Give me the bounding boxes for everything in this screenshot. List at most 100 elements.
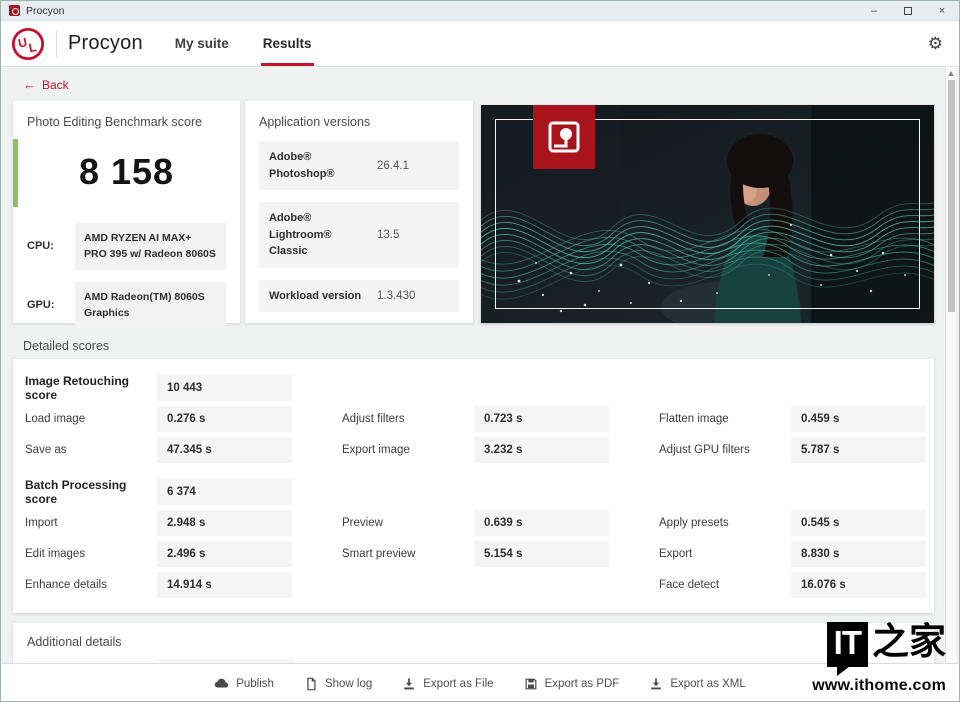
score-value: 0.639 s xyxy=(474,510,609,536)
detailed-scores-title: Detailed scores xyxy=(23,339,110,353)
download-icon xyxy=(651,677,662,689)
procyon-logo-icon xyxy=(548,121,580,153)
score-row-empty xyxy=(342,479,609,505)
gpu-value: AMD Radeon(TM) 8060S Graphics xyxy=(75,281,226,329)
back-arrow-icon: ← xyxy=(23,77,36,92)
cpu-spec-row: CPU: AMD RYZEN AI MAX+ PRO 395 w/ Radeon… xyxy=(27,223,226,270)
application-versions-card: Application versions Adobe® Photoshop® 2… xyxy=(245,101,473,323)
export-pdf-button[interactable]: Export as PDF xyxy=(524,677,620,691)
score-row: Save as 47.345 s xyxy=(25,437,292,463)
score-row: Batch Processing score 6 374 xyxy=(25,478,292,506)
score-row: Image Retouching score 10 443 xyxy=(25,374,292,402)
export-xml-button[interactable]: Export as XML xyxy=(649,677,746,691)
score-row: Face detect 16.076 s xyxy=(659,572,926,598)
tab-my-suite[interactable]: My suite xyxy=(174,36,229,51)
score-label: Adjust GPU filters xyxy=(659,444,750,456)
maximize-icon xyxy=(904,6,912,15)
scrollbar-up-arrow-icon[interactable] xyxy=(948,71,954,76)
score-row: Smart preview 5.154 s xyxy=(342,541,609,567)
score-label: Face detect xyxy=(659,579,720,591)
score-row: Edit images 2.496 s xyxy=(25,541,292,567)
score-value: 14.914 s xyxy=(157,572,292,598)
ithome-logo: IT xyxy=(826,622,868,676)
scores-column-3: Flatten image 0.459 s Adjust GPU filters 5… xyxy=(659,375,926,603)
procyon-app-icon xyxy=(9,5,20,16)
scores-column-1: Image Retouching score 10 443 Load image 0… xyxy=(25,374,292,603)
button-label: Export as PDF xyxy=(544,677,620,690)
ithome-url: www.ithome.com xyxy=(812,677,946,694)
score-label: Preview xyxy=(342,517,383,529)
button-label: Show log xyxy=(324,677,373,690)
score-label: Export image xyxy=(342,444,410,456)
cpu-label: CPU: xyxy=(27,240,54,253)
score-accent-bar xyxy=(13,139,18,207)
tab-results[interactable]: Results xyxy=(260,21,314,66)
download-icon xyxy=(404,677,415,689)
show-log-button[interactable]: Show log xyxy=(304,677,372,691)
version-row-workload: Workload version 1.3.430 xyxy=(259,279,459,312)
score-value: 5.787 s xyxy=(791,437,926,463)
score-value: 5.154 s xyxy=(474,541,609,567)
score-row-empty xyxy=(342,572,609,598)
additional-details-card: Additional details xyxy=(13,623,934,663)
ithome-cjk-text: 之家 xyxy=(872,620,946,663)
publish-button[interactable]: Publish xyxy=(214,676,274,691)
score-row: Adjust filters 0.723 s xyxy=(342,406,609,432)
back-button[interactable]: ← Back xyxy=(23,77,69,92)
version-row-lightroom: Adobe® Lightroom® Classic 13.5 xyxy=(259,202,459,268)
score-label: Edit images xyxy=(25,548,86,560)
score-row: Adjust GPU filters 5.787 s xyxy=(659,437,926,463)
benchmark-score-card: Photo Editing Benchmark score 8 158 CPU:… xyxy=(13,101,240,329)
back-label: Back xyxy=(42,78,69,92)
score-value: 6 374 xyxy=(157,479,292,505)
footer-toolbar: Publish Show log Export as File Export a… xyxy=(1,663,959,701)
score-row-empty xyxy=(659,375,926,401)
export-file-button[interactable]: Export as File xyxy=(402,677,494,691)
scrollbar-thumb[interactable] xyxy=(948,80,955,312)
score-row: Apply presets 0.545 s xyxy=(659,510,926,536)
score-label: Smart preview xyxy=(342,548,416,560)
button-label: Publish xyxy=(236,677,274,690)
gpu-spec-row: GPU: AMD Radeon(TM) 8060S Graphics xyxy=(27,281,226,329)
ul-logo-icon: U L xyxy=(11,27,45,60)
score-value: 3.232 s xyxy=(474,437,609,463)
score-row-empty xyxy=(342,375,609,401)
scores-column-2: Adjust filters 0.723 s Export image 3.232 … xyxy=(342,375,609,603)
button-label: Export as File xyxy=(423,677,494,690)
brand-title: Procyon xyxy=(68,32,143,54)
procyon-badge xyxy=(533,105,595,169)
button-label: Export as XML xyxy=(670,677,746,690)
versions-card-title: Application versions xyxy=(259,115,371,129)
vertical-scrollbar[interactable] xyxy=(945,67,956,663)
score-value: 0.276 s xyxy=(157,406,292,432)
score-label: Adjust filters xyxy=(342,413,405,425)
score-label: Export xyxy=(659,548,693,560)
score-row: Preview 0.639 s xyxy=(342,510,609,536)
score-value: 10 443 xyxy=(157,375,292,401)
minimize-button[interactable]: – xyxy=(870,4,878,17)
score-card-title: Photo Editing Benchmark score xyxy=(27,115,203,129)
score-value: 2.948 s xyxy=(157,510,292,536)
svg-text:L: L xyxy=(27,39,38,54)
ithome-watermark: IT 之家 www.ithome.com xyxy=(812,620,946,695)
score-row: Flatten image 0.459 s xyxy=(659,406,926,432)
benchmark-score-value: 8 158 xyxy=(78,151,175,192)
score-row: Export 8.830 s xyxy=(659,541,926,567)
version-value: 26.4.1 xyxy=(377,159,409,172)
svg-text:U: U xyxy=(17,35,29,51)
version-label: Adobe® Photoshop® xyxy=(269,151,335,180)
score-value: 0.459 s xyxy=(791,406,926,432)
score-row-empty xyxy=(659,479,926,505)
clipped-value-box xyxy=(159,659,294,663)
score-value: 2.496 s xyxy=(157,541,292,567)
score-label: Import xyxy=(25,517,58,529)
score-label: Save as xyxy=(25,444,67,456)
score-value: 0.545 s xyxy=(791,510,926,536)
header-divider xyxy=(56,30,57,57)
results-content: ← Back Photo Editing Benchmark score 8 15… xyxy=(1,67,959,663)
maximize-button[interactable] xyxy=(891,1,925,20)
close-button[interactable]: × xyxy=(938,4,946,17)
window-title: Procyon xyxy=(26,4,65,17)
score-value: 8.830 s xyxy=(791,541,926,567)
gear-icon[interactable]: ⚙ xyxy=(927,34,943,53)
